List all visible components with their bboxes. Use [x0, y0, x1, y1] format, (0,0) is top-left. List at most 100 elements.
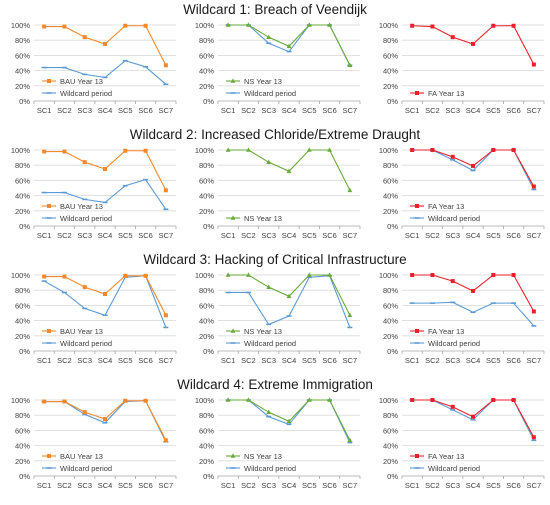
data-point-marker [163, 188, 168, 193]
x-tick-label: SC3 [261, 106, 276, 115]
data-point-marker [347, 312, 353, 318]
data-point-marker [327, 397, 332, 402]
chart-panel: 0% 20% 40% 60% 80% 100% SC1 SC2 SC3 SC4 SC5 SC6 SC7 F… [379, 146, 545, 240]
x-tick-label: SC6 [138, 106, 153, 115]
legend-entry: Wildcard period [226, 89, 296, 98]
x-tick-label: SC7 [527, 356, 542, 365]
y-tick-label: 60% [15, 51, 30, 60]
y-tick-label: 40% [199, 442, 214, 451]
x-tick-label: SC6 [322, 481, 337, 490]
x-tick-label: SC6 [138, 481, 153, 490]
data-point-marker [225, 272, 231, 277]
x-tick-label: SC7 [527, 481, 542, 490]
y-tick-label: 0% [387, 347, 398, 356]
data-point-marker [163, 63, 168, 68]
series-line [410, 23, 536, 67]
legend-entry: NS Year 13 [226, 214, 282, 223]
data-point-marker [410, 273, 415, 277]
x-tick-label: SC7 [159, 231, 174, 240]
x-tick-label: SC3 [77, 231, 92, 240]
data-point-marker [511, 398, 516, 402]
x-tick-label: SC3 [77, 106, 92, 115]
x-tick-label: SC1 [405, 356, 420, 365]
data-point-marker [225, 147, 231, 152]
x-tick-label: SC6 [322, 106, 337, 115]
x-tick-label: SC5 [486, 481, 501, 490]
data-point-marker [450, 279, 455, 284]
data-point-marker [143, 148, 148, 153]
data-point-marker [123, 148, 128, 153]
data-point-marker [415, 204, 419, 208]
x-tick-label: SC4 [98, 481, 113, 490]
data-point-marker [103, 167, 107, 171]
data-point-marker [286, 293, 292, 299]
data-point-marker [471, 288, 475, 293]
legend-label: NS Year 13 [244, 77, 282, 86]
x-tick-label: SC7 [527, 231, 542, 240]
legend-entry: Wildcard period [410, 464, 480, 473]
x-tick-label: SC1 [37, 106, 52, 115]
chart-panel: 0% 20% 40% 60% 80% 100% SC1 SC2 SC3 SC4 SC5 SC6 SC7 N… [195, 21, 361, 115]
section-title: Wildcard 4: Extreme Immigration [177, 377, 373, 392]
data-point-marker [347, 187, 353, 193]
y-tick-label: 80% [383, 161, 398, 170]
data-point-marker [163, 438, 168, 443]
y-tick-label: 60% [383, 176, 398, 185]
x-tick-label: SC3 [445, 231, 460, 240]
data-point-marker [327, 22, 332, 27]
data-point-marker [143, 398, 148, 403]
y-tick-label: 60% [383, 301, 398, 310]
y-tick-label: 20% [15, 82, 30, 91]
y-tick-label: 80% [199, 161, 214, 170]
data-point-marker [266, 409, 272, 414]
y-tick-label: 60% [383, 426, 398, 435]
x-tick-label: SC3 [261, 231, 276, 240]
data-point-marker [415, 91, 419, 95]
data-point-marker [415, 454, 419, 458]
chart-panel: 0% 20% 40% 60% 80% 100% SC1 SC2 SC3 SC4 SC5 SC6 SC7 N… [195, 396, 361, 490]
x-tick-label: SC5 [118, 481, 133, 490]
x-tick-label: SC2 [241, 231, 256, 240]
series-line [410, 148, 536, 189]
x-tick-label: SC1 [405, 106, 420, 115]
legend-entry: FA Year 13 [410, 452, 464, 461]
y-tick-label: 100% [195, 146, 215, 155]
series-line [41, 178, 169, 211]
data-point-marker [103, 42, 107, 46]
legend-label: NS Year 13 [244, 327, 282, 336]
data-point-marker [82, 35, 87, 40]
data-point-marker [143, 23, 148, 28]
y-tick-label: 0% [387, 222, 398, 231]
x-tick-label: SC3 [445, 481, 460, 490]
legend-entry: FA Year 13 [410, 89, 464, 98]
y-tick-label: 20% [199, 332, 214, 341]
x-tick-label: SC6 [138, 231, 153, 240]
data-point-marker [491, 398, 496, 402]
legend-entry: FA Year 13 [410, 202, 464, 211]
data-point-marker [410, 398, 415, 402]
data-point-marker [531, 435, 536, 440]
data-point-marker [230, 328, 236, 333]
y-tick-label: 60% [15, 176, 30, 185]
legend-label: Wildcard period [60, 339, 112, 348]
x-tick-label: SC7 [159, 481, 174, 490]
data-point-marker [347, 62, 353, 68]
x-tick-label: SC5 [302, 356, 317, 365]
data-point-marker [306, 22, 312, 27]
data-point-marker [82, 160, 87, 165]
x-tick-label: SC2 [241, 356, 256, 365]
chart-panel: 0% 20% 40% 60% 80% 100% SC1 SC2 SC3 SC4 SC5 SC6 SC7 B… [11, 21, 177, 115]
x-tick-label: SC2 [57, 231, 72, 240]
data-point-marker [511, 273, 516, 277]
legend-entry: NS Year 13 [226, 452, 282, 461]
y-tick-label: 40% [15, 317, 30, 326]
legend-label: Wildcard period [244, 89, 296, 98]
chart-panel: 0% 20% 40% 60% 80% 100% SC1 SC2 SC3 SC4 SC5 SC6 SC7 F… [379, 396, 545, 490]
x-tick-label: SC5 [118, 106, 133, 115]
series-line [42, 273, 168, 318]
section-title: Wildcard 3: Hacking of Critical Infrastr… [143, 252, 406, 267]
data-point-marker [47, 79, 51, 83]
series-line [225, 272, 353, 318]
y-tick-label: 0% [387, 472, 398, 481]
y-tick-label: 60% [15, 426, 30, 435]
